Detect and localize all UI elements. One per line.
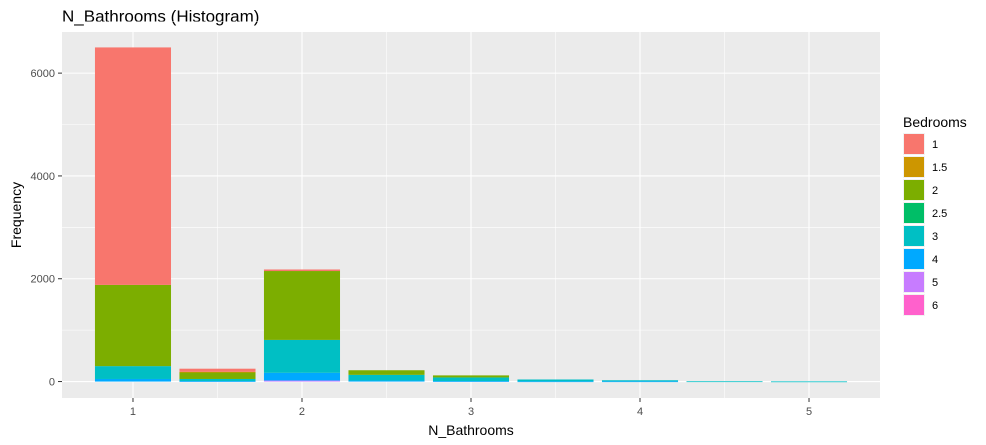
x-tick-label: 2 — [299, 406, 305, 418]
legend-label: 3 — [932, 231, 938, 243]
bar-segment-bedrooms-1-5 — [179, 371, 256, 373]
legend-label: 4 — [932, 254, 938, 266]
bar-segment-bedrooms-3 — [432, 377, 510, 382]
legend: Bedrooms 1 1.5 2 2.5 3 4 5 6 — [903, 114, 967, 316]
bar-segment-bedrooms-1 — [94, 47, 172, 285]
bar-segment-bedrooms-3 — [348, 374, 425, 381]
bar-segment-bedrooms-4 — [179, 381, 256, 382]
x-tick-label: 5 — [806, 406, 812, 418]
bar-segment-bedrooms-3 — [263, 339, 341, 373]
bar-segment-bedrooms-3 — [770, 381, 848, 383]
chart-title: N_Bathrooms (Histogram) — [62, 7, 259, 26]
bar-segment-bedrooms-4 — [517, 381, 594, 383]
legend-key — [904, 226, 924, 246]
bar-segment-bedrooms-2 — [179, 372, 256, 379]
y-tick-label: 6000 — [31, 68, 55, 80]
bar-segment-bedrooms-4 — [348, 380, 425, 382]
y-axis: 0 2000 4000 6000 — [31, 68, 62, 389]
legend-key — [904, 134, 924, 154]
bar-segment-bedrooms-2 — [263, 271, 341, 340]
y-tick-label: 4000 — [31, 171, 55, 183]
bar-segment-bedrooms-2 — [348, 370, 425, 375]
bar-segment-bedrooms-4 — [432, 381, 510, 382]
legend-key — [904, 203, 924, 223]
y-tick-label: 2000 — [31, 274, 55, 286]
x-axis: 1 2 3 4 5 — [130, 398, 812, 418]
legend-label: 2 — [932, 185, 938, 197]
legend-label: 5 — [932, 277, 938, 289]
y-axis-title: Frequency — [8, 182, 24, 248]
legend-key — [904, 249, 924, 269]
bar-segment-bedrooms-3 — [94, 366, 172, 379]
legend-key — [904, 180, 924, 200]
legend-title: Bedrooms — [903, 114, 967, 130]
x-tick-label: 1 — [130, 406, 136, 418]
x-axis-title: N_Bathrooms — [428, 422, 514, 438]
bar-segment-bedrooms-3 — [686, 381, 763, 383]
bar-segment-bedrooms-1 — [179, 368, 256, 372]
x-tick-label: 4 — [637, 406, 643, 418]
bar-segment-bedrooms-2 — [94, 284, 172, 367]
legend-label: 6 — [932, 300, 938, 312]
bar-segment-bedrooms-4 — [601, 381, 679, 383]
legend-label: 1.5 — [932, 162, 947, 174]
bar-segment-bedrooms-1 — [263, 269, 341, 272]
bar-segment-bedrooms-3 — [517, 379, 594, 382]
legend-label: 1 — [932, 139, 938, 151]
bar-segment-bedrooms-4 — [263, 372, 341, 381]
legend-key — [904, 272, 924, 292]
bars — [94, 47, 848, 383]
x-tick-label: 3 — [468, 406, 474, 418]
bar-segment-bedrooms-2 — [432, 375, 510, 378]
y-tick-label: 0 — [49, 377, 55, 389]
legend-label: 2.5 — [932, 208, 947, 220]
legend-key — [904, 157, 924, 177]
bar-segment-bedrooms-3 — [601, 380, 679, 382]
bar-segment-bedrooms-3 — [179, 378, 256, 382]
legend-key — [904, 295, 924, 315]
bar-segment-bedrooms-5 — [263, 380, 341, 382]
bar-segment-bedrooms-4 — [94, 378, 172, 382]
